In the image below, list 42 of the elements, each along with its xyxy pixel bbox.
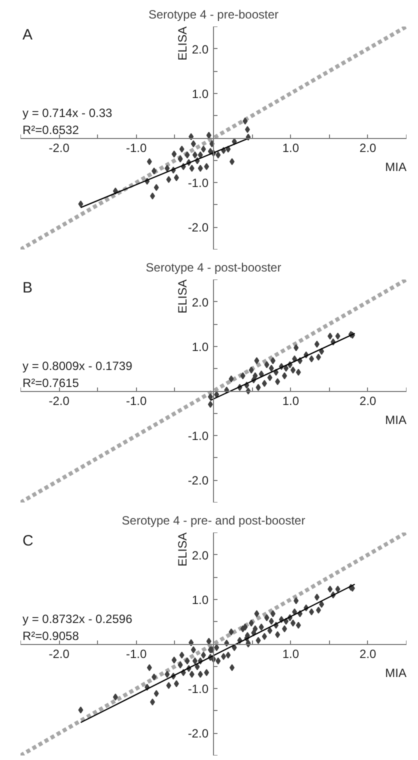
annotation: y = 0.714x - 0.33 [22, 106, 113, 120]
x-tick-label: -1.0 [126, 141, 147, 155]
y-tick-label: -2.0 [188, 474, 209, 488]
annotation: R²=0.9058 [22, 629, 80, 643]
y-tick-label: 2.0 [192, 295, 209, 310]
y-tick-label: 1.0 [192, 340, 209, 354]
y-tick-label: 1.0 [192, 86, 209, 101]
annotation: R²=0.7615 [22, 376, 80, 390]
annotation: y = 0.8009x - 0.1739 [22, 359, 133, 374]
x-tick-label: -1.0 [126, 394, 147, 408]
annotation: A [22, 26, 33, 44]
annotation: B [22, 280, 33, 296]
x-axis-title: MIA [385, 160, 407, 174]
x-tick-label: -2.0 [48, 394, 70, 408]
x-axis-title: MIA [385, 413, 407, 427]
y-tick-label: 2.0 [192, 42, 209, 56]
y-tick-label: 1.0 [192, 592, 209, 607]
annotation: y = 0.8732x - 0.2596 [22, 612, 133, 626]
x-tick-label: 1.0 [282, 647, 300, 661]
x-tick-label: -2.0 [48, 141, 70, 155]
annotation: R²=0.6532 [22, 123, 80, 137]
y-axis-title: ELISA [176, 279, 190, 314]
y-tick-label: -1.0 [188, 429, 209, 444]
chart-title: Serotype 4 - pre- and post-booster [122, 514, 306, 528]
annotation: C [22, 532, 34, 550]
y-tick-label: -2.0 [188, 220, 209, 235]
x-tick-label: 2.0 [360, 647, 377, 661]
x-axis-title: MIA [385, 666, 407, 680]
x-tick-label: 1.0 [282, 141, 300, 155]
x-tick-label: 2.0 [360, 141, 377, 155]
y-tick-label: -1.0 [188, 682, 209, 696]
x-tick-label: 2.0 [360, 394, 377, 408]
y-tick-label: 2.0 [192, 548, 209, 562]
y-axis-title: ELISA [176, 532, 190, 567]
x-tick-label: -1.0 [126, 647, 147, 661]
x-tick-label: 1.0 [282, 394, 300, 408]
y-tick-label: -1.0 [188, 176, 209, 190]
chart-title: Serotype 4 - post-booster [146, 260, 282, 274]
y-axis-title: ELISA [176, 26, 190, 61]
x-tick-label: -2.0 [48, 647, 70, 661]
chart-title: Serotype 4 - pre-booster [148, 8, 279, 22]
y-tick-label: -2.0 [188, 726, 209, 741]
